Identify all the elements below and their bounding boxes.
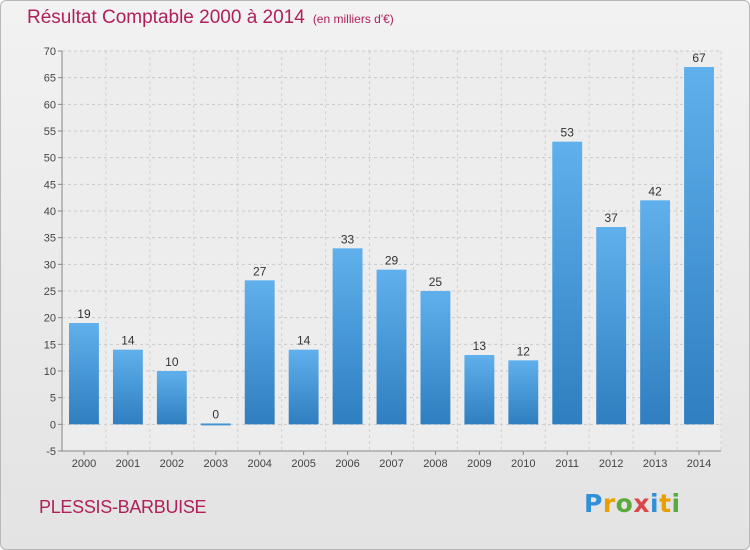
label-layer: 19 14 10 0 27 14 33 29 25 13 12 53 37 42 67 — [77, 51, 706, 421]
y-tick-label: 10 — [44, 366, 56, 378]
x-tick-label: 2005 — [291, 458, 315, 470]
data-label: 33 — [341, 232, 355, 246]
chart-subtitle: (en milliers d'€) — [312, 12, 394, 26]
x-tick-label: 2008 — [423, 458, 447, 470]
x-tick-label: 2010 — [511, 458, 535, 470]
y-tick-label: 25 — [44, 286, 56, 298]
brand-letter: o — [615, 489, 634, 518]
brand-letter: P — [584, 489, 603, 518]
axis-layer: -5 0 5 10 15 20 25 30 35 40 45 50 55 60 65 70 2000 2001 20… — [44, 46, 721, 470]
data-label: 19 — [77, 307, 91, 321]
y-tick-label: 45 — [44, 179, 56, 191]
x-tick-label: 2011 — [555, 458, 579, 470]
data-label: 29 — [385, 254, 399, 268]
bar — [596, 227, 627, 425]
y-tick-label: 5 — [50, 393, 56, 405]
data-label: 53 — [561, 126, 575, 140]
x-tick-label: 2000 — [72, 458, 96, 470]
y-tick-label: 55 — [44, 126, 56, 138]
chart-title: Résultat Comptable 2000 à 2014 (en millie… — [27, 7, 394, 29]
brand-letter: i — [650, 489, 660, 518]
bar — [508, 360, 539, 425]
bar — [244, 280, 275, 425]
x-tick-label: 2003 — [204, 458, 228, 470]
y-tick-label: 40 — [44, 206, 56, 218]
chart-title-text: Résultat Comptable 2000 à 2014 — [27, 7, 305, 28]
bar-layer — [69, 67, 714, 426]
bar — [112, 349, 143, 425]
y-tick-label: 0 — [50, 419, 56, 431]
bar — [332, 248, 363, 425]
x-tick-label: 2001 — [116, 458, 140, 470]
y-tick-label: 15 — [44, 339, 56, 351]
data-label: 14 — [121, 334, 135, 348]
y-tick-label: 65 — [44, 73, 56, 85]
x-tick-label: 2012 — [599, 458, 623, 470]
x-tick-label: 2013 — [643, 458, 667, 470]
x-tick-label: 2009 — [467, 458, 491, 470]
bar — [288, 349, 319, 425]
bar — [376, 269, 407, 425]
data-label: 25 — [429, 275, 443, 289]
bar — [156, 371, 187, 425]
data-label: 12 — [517, 344, 531, 358]
data-label: 27 — [253, 264, 267, 278]
x-tick-label: 2002 — [160, 458, 184, 470]
x-tick-label: 2014 — [687, 458, 711, 470]
brand-letter: t — [659, 489, 672, 518]
y-tick-label: 60 — [44, 99, 56, 111]
bar — [69, 323, 99, 425]
y-tick-label: 50 — [44, 153, 56, 165]
bar — [464, 355, 495, 425]
y-tick-label: 20 — [44, 313, 56, 325]
x-tick-label: 2006 — [335, 458, 359, 470]
x-tick-label: 2004 — [247, 458, 271, 470]
data-label: 14 — [297, 334, 311, 348]
data-label: 13 — [473, 339, 487, 353]
y-tick-label: 35 — [44, 233, 56, 245]
data-label: 42 — [648, 184, 662, 198]
data-label: 10 — [165, 355, 179, 369]
bar — [420, 291, 451, 425]
place-name: PLESSIS-BARBUISE — [39, 497, 207, 517]
brand-logo: Proxiti — [584, 489, 681, 518]
bar — [640, 200, 671, 425]
bar — [200, 423, 231, 426]
y-tick-label: 30 — [44, 259, 56, 271]
y-tick-label: -5 — [46, 446, 56, 458]
bar — [684, 67, 714, 425]
brand-letter: i — [671, 489, 681, 518]
data-label: 67 — [692, 51, 706, 65]
brand-letter: x — [633, 489, 650, 518]
data-label: 37 — [604, 211, 618, 225]
y-tick-label: 70 — [44, 46, 56, 58]
bar — [552, 141, 583, 425]
x-tick-label: 2007 — [379, 458, 403, 470]
brand-letter: r — [602, 489, 616, 518]
data-label: 0 — [212, 407, 219, 421]
